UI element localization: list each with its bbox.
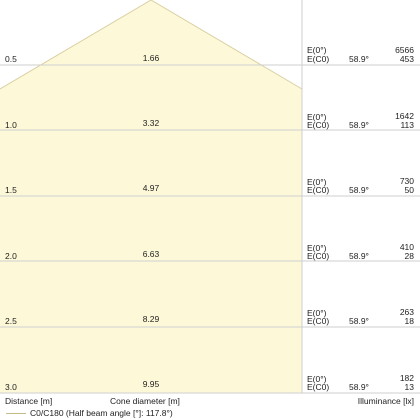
ec0-illuminance-value: 28: [404, 251, 414, 261]
cone-diameter-value: 4.97: [142, 183, 160, 193]
e0-illuminance-value: 182: [399, 373, 414, 383]
ec0-illuminance-value: 50: [404, 185, 414, 195]
distance-value: 3.0: [5, 382, 17, 392]
half-angle-value: 58.9°: [349, 316, 369, 326]
cone-diameter-axis-label: Cone diameter [m]: [110, 396, 180, 406]
e0-illuminance-value: 1642: [395, 111, 414, 121]
distance-axis-label: Distance [m]: [5, 396, 53, 406]
distance-value: 1.5: [5, 185, 17, 195]
e0-label: E(0°): [307, 308, 327, 318]
ec0-label: E(C0): [307, 382, 330, 392]
ec0-label: E(C0): [307, 316, 330, 326]
cone-diameter-value: 9.95: [142, 379, 160, 389]
cone-diameter-value: 6.63: [142, 249, 160, 259]
ec0-label: E(C0): [307, 251, 330, 261]
e0-illuminance-value: 263: [399, 307, 414, 317]
ec0-illuminance-value: 18: [404, 316, 414, 326]
ec0-label: E(C0): [307, 120, 330, 130]
legend-line-swatch: [6, 413, 26, 414]
e0-illuminance-value: 410: [399, 242, 414, 252]
e0-label: E(0°): [307, 374, 327, 384]
distance-value: 1.0: [5, 120, 17, 130]
cone-diameter-value: 3.32: [142, 118, 160, 128]
ec0-illuminance-value: 113: [400, 120, 414, 130]
half-angle-value: 58.9°: [349, 185, 369, 195]
e0-label: E(0°): [307, 177, 327, 187]
half-angle-value: 58.9°: [349, 54, 369, 64]
distance-value: 2.5: [5, 316, 17, 326]
legend-label: C0/C180 (Half beam angle [°]: 117.8°): [30, 408, 173, 418]
cone-diameter-value: 8.29: [142, 314, 160, 324]
e0-illuminance-value: 6566: [395, 45, 414, 55]
ec0-label: E(C0): [307, 54, 330, 64]
e0-label: E(0°): [307, 112, 327, 122]
distance-value: 0.5: [5, 54, 17, 64]
illuminance-axis-label: Illuminance [lx]: [357, 396, 414, 406]
ec0-illuminance-value: 13: [404, 382, 414, 392]
distance-value: 2.0: [5, 251, 17, 261]
e0-label: E(0°): [307, 243, 327, 253]
half-angle-value: 58.9°: [349, 120, 369, 130]
e0-label: E(0°): [307, 45, 327, 55]
half-angle-value: 58.9°: [349, 382, 369, 392]
ec0-illuminance-value: 453: [399, 54, 414, 64]
ec0-label: E(C0): [307, 185, 330, 195]
half-angle-value: 58.9°: [349, 251, 369, 261]
e0-illuminance-value: 730: [399, 176, 414, 186]
cone-edge: [0, 0, 303, 90]
cone-diameter-value: 1.66: [142, 53, 160, 63]
